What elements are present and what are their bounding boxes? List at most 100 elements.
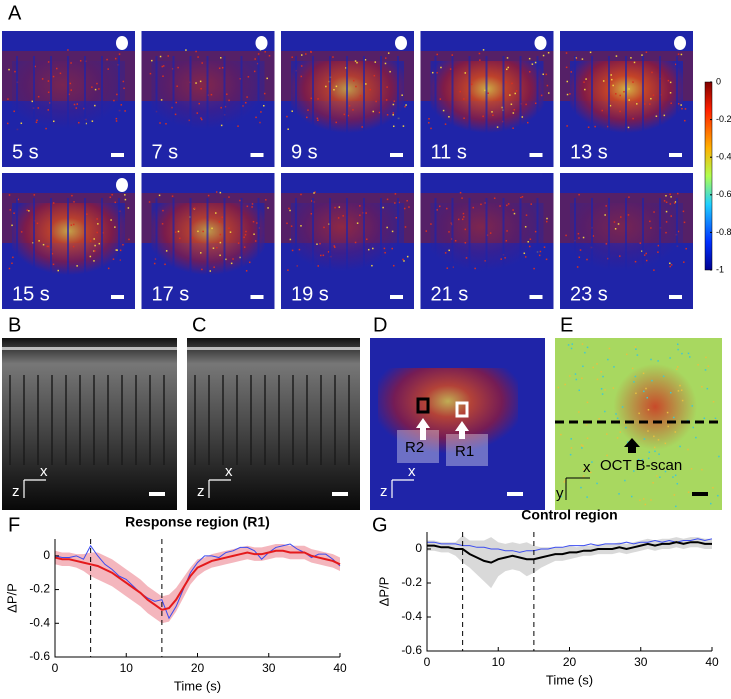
speckle xyxy=(393,264,395,267)
speckle xyxy=(75,107,78,109)
speckle xyxy=(642,498,645,500)
speckle xyxy=(662,375,665,378)
speckle xyxy=(474,267,476,270)
speckle xyxy=(492,114,494,117)
speckle xyxy=(587,126,590,129)
speckle xyxy=(373,74,376,77)
speckle xyxy=(653,269,655,271)
speckle xyxy=(425,230,428,232)
speckle xyxy=(378,111,381,114)
speckle xyxy=(96,218,98,220)
speckle xyxy=(191,237,194,239)
speckle xyxy=(637,100,640,102)
speckle xyxy=(91,120,94,122)
speckle xyxy=(613,221,616,223)
speckle xyxy=(636,354,639,356)
speckle xyxy=(70,224,73,226)
speckle xyxy=(91,86,93,88)
speckle xyxy=(645,387,647,390)
speckle xyxy=(8,68,10,71)
speckle xyxy=(626,441,629,443)
speckle xyxy=(606,433,608,435)
speckle xyxy=(287,269,289,271)
speckle xyxy=(220,124,223,127)
speckle xyxy=(543,246,546,248)
speckle xyxy=(579,249,582,251)
speckle xyxy=(199,80,202,83)
speckle xyxy=(356,222,359,224)
speckle xyxy=(314,191,316,193)
speckle xyxy=(89,240,92,242)
speckle xyxy=(86,213,88,215)
speckle xyxy=(197,56,199,58)
label-box xyxy=(397,430,439,463)
speckle xyxy=(578,389,580,392)
speckle xyxy=(345,67,347,69)
speckle xyxy=(392,125,395,128)
speckle xyxy=(687,448,689,451)
speckle xyxy=(596,378,599,381)
speckle xyxy=(220,106,222,109)
speckle xyxy=(165,123,167,125)
speckle xyxy=(687,491,690,493)
speckle xyxy=(122,243,124,246)
speckle xyxy=(596,482,598,485)
speckle xyxy=(215,191,218,193)
speckle xyxy=(596,363,598,365)
speckle xyxy=(484,260,487,262)
speckle xyxy=(681,107,683,110)
speckle xyxy=(546,217,548,220)
speckle xyxy=(251,206,253,208)
speckle xyxy=(615,93,617,95)
speckle xyxy=(8,194,11,196)
speckle xyxy=(665,195,667,197)
speckle xyxy=(655,115,658,117)
speckle xyxy=(219,57,222,59)
speckle xyxy=(320,254,322,257)
speckle xyxy=(684,108,687,110)
speckle xyxy=(335,85,338,88)
speckle xyxy=(219,254,221,257)
speckle xyxy=(93,238,95,240)
speckle xyxy=(505,81,507,83)
speckle xyxy=(644,103,646,105)
speckle xyxy=(657,439,660,441)
speckle xyxy=(307,109,309,111)
speckle xyxy=(17,198,19,201)
speckle xyxy=(367,248,370,251)
region-label: R1 xyxy=(455,443,474,460)
speckle xyxy=(229,231,232,233)
x-tick-label: 40 xyxy=(333,661,347,675)
speckle xyxy=(575,378,578,381)
stimulus-indicator xyxy=(674,36,686,50)
speckle xyxy=(244,234,247,236)
speckle xyxy=(677,192,679,195)
speckle xyxy=(542,54,545,57)
speckle xyxy=(37,107,40,109)
speckle xyxy=(564,383,566,386)
image-tile: 15 s xyxy=(2,173,135,309)
speckle xyxy=(601,393,604,395)
speckle xyxy=(115,249,118,251)
speckle xyxy=(226,93,228,95)
speckle xyxy=(677,102,680,105)
speckle xyxy=(712,401,715,403)
time-label: 15 s xyxy=(12,283,50,305)
speckle xyxy=(646,396,649,399)
image-tile: 21 s xyxy=(420,173,554,309)
speckle xyxy=(683,221,686,224)
speckle xyxy=(14,70,16,73)
axis-symbol: z xyxy=(197,483,205,500)
speckle xyxy=(313,192,315,194)
speckle xyxy=(124,110,126,112)
speckle xyxy=(97,223,99,225)
speckle xyxy=(685,247,687,250)
scale-bar xyxy=(390,295,403,299)
speckle xyxy=(200,117,202,119)
speckle xyxy=(431,71,434,74)
speckle xyxy=(375,100,377,103)
speckle xyxy=(237,242,240,244)
data-line xyxy=(54,543,341,620)
arrow xyxy=(416,418,430,440)
stimulus-indicator xyxy=(116,36,128,50)
